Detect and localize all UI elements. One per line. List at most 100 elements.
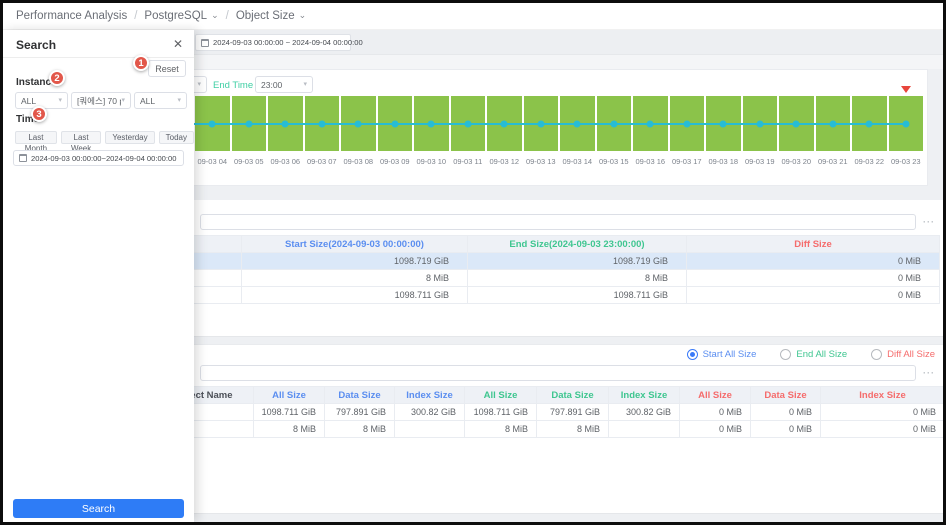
chart-bar[interactable] xyxy=(377,96,412,151)
calendar-icon xyxy=(19,154,27,162)
column-header-start-data-size: Data Size xyxy=(324,386,395,404)
chart-bar[interactable] xyxy=(414,96,449,151)
axis-label: 09-03 07 xyxy=(306,157,337,166)
column-header-start-all-size: All Size xyxy=(253,386,325,404)
chart-bar[interactable] xyxy=(888,96,923,151)
instance-select-3[interactable]: ALL ▾ xyxy=(134,92,187,109)
time-preset-group: Last Month Last Week Yesterday Today xyxy=(15,131,194,153)
time-preset-button[interactable]: Today xyxy=(158,131,194,144)
breadcrumb-separator: / xyxy=(225,10,229,22)
selection-marker-icon xyxy=(901,86,911,93)
column-header-end-index-size: Index Size xyxy=(608,386,680,404)
column-header-start-index-size: Index Size xyxy=(394,386,465,404)
breadcrumb-item-object-size[interactable]: Object Size ⌄ xyxy=(235,9,307,22)
instance-select-2[interactable]: [쿼에스] 70 pg ... ▾ xyxy=(71,92,131,109)
breadcrumb: Performance Analysis / PostgreSQL ⌄ / Ob… xyxy=(3,3,943,30)
breadcrumb-item-postgresql[interactable]: PostgreSQL ⌄ xyxy=(144,9,219,22)
step-badge-3: 3 xyxy=(31,106,47,122)
chart-bar[interactable] xyxy=(706,96,741,151)
column-header-diff-all-size: All Size xyxy=(679,386,751,404)
axis-label: 09-03 05 xyxy=(233,157,264,166)
chart-bar[interactable] xyxy=(231,96,266,151)
axis-label: 09-03 10 xyxy=(416,157,447,166)
calendar-icon xyxy=(201,38,209,47)
axis-label: 09-03 08 xyxy=(343,157,374,166)
axis-label: 09-03 20 xyxy=(781,157,812,166)
axis-label: 09-03 19 xyxy=(744,157,775,166)
chart-bar[interactable] xyxy=(341,96,376,151)
step-badge-2: 2 xyxy=(49,70,65,86)
axis-label: 09-03 18 xyxy=(708,157,739,166)
axis-label: 09-03 11 xyxy=(453,157,483,166)
bottom-strip xyxy=(3,513,943,522)
radio-diff-all-size[interactable]: Diff All Size xyxy=(871,349,935,360)
axis-label: 09-03 12 xyxy=(489,157,520,166)
step-badge-1: 1 xyxy=(133,55,149,71)
time-range-value: 2024-09-03 00:00:00~2024-09-04 00:00:00 xyxy=(31,153,177,163)
toolbar-sub-band xyxy=(3,54,943,69)
chart-bar[interactable] xyxy=(268,96,303,151)
time-range-input[interactable]: 2024-09-03 00:00:00~2024-09-04 00:00:00 xyxy=(13,150,184,166)
search-panel-header: Search ✕ xyxy=(3,30,194,58)
chevron-down-icon: ▾ xyxy=(197,81,201,88)
detail-filter-input[interactable] xyxy=(200,365,916,381)
axis-label: 09-03 15 xyxy=(598,157,629,166)
detail-table: Object Name All Size Data Size Index Siz… xyxy=(8,386,943,438)
column-header-diff-size: Diff Size xyxy=(686,235,940,253)
column-header-end-data-size: Data Size xyxy=(536,386,609,404)
close-icon[interactable]: ✕ xyxy=(172,37,183,51)
end-time-select[interactable]: 23:00 ▾ xyxy=(255,76,313,93)
axis-label: 09-03 14 xyxy=(562,157,593,166)
breadcrumb-separator: / xyxy=(134,10,138,22)
end-time-value: 23:00 xyxy=(261,79,283,90)
section-divider xyxy=(3,336,943,345)
radio-icon xyxy=(686,349,698,360)
radio-icon xyxy=(780,349,792,360)
global-date-range[interactable]: 2024-09-03 00:00:00 ~ 2024-09-04 00:00:0… xyxy=(195,34,363,51)
chevron-down-icon: ▾ xyxy=(58,97,62,104)
axis-label: 09-03 09 xyxy=(379,157,410,166)
end-time-label: End Time xyxy=(213,80,254,91)
chart-bar[interactable] xyxy=(450,96,485,151)
global-date-range-value: 2024-09-03 00:00:00 ~ 2024-09-04 00:00:0… xyxy=(213,38,363,47)
search-button[interactable]: Search xyxy=(13,499,184,518)
chevron-down-icon: ⌄ xyxy=(211,9,219,20)
panel-title: Search xyxy=(16,38,57,52)
time-preset-button[interactable]: Last Month xyxy=(15,131,57,153)
summary-more-button[interactable]: ··· xyxy=(923,217,935,227)
reset-button[interactable]: Reset xyxy=(148,60,186,77)
chevron-down-icon: ▾ xyxy=(177,97,181,104)
column-header-end-all-size: All Size xyxy=(464,386,537,404)
breadcrumb-item-performance-analysis[interactable]: Performance Analysis xyxy=(16,10,128,22)
radio-end-all-size[interactable]: End All Size xyxy=(780,349,847,360)
chart-bar[interactable] xyxy=(669,96,704,151)
chart-bar[interactable] xyxy=(195,96,230,151)
chart-bar[interactable] xyxy=(487,96,522,151)
chart-bar[interactable] xyxy=(742,96,777,151)
axis-label: 09-03 16 xyxy=(635,157,666,166)
axis-label: 09-03 13 xyxy=(525,157,556,166)
column-header-start-size: Start Size(2024-09-03 00:00:00) xyxy=(241,235,468,253)
chart-bar[interactable] xyxy=(852,96,887,151)
time-preset-button[interactable]: Last Week xyxy=(60,131,102,153)
chevron-down-icon: ▾ xyxy=(303,81,307,88)
chart-bar[interactable] xyxy=(633,96,668,151)
chevron-down-icon: ⌄ xyxy=(298,9,307,20)
chart-bar[interactable] xyxy=(596,96,631,151)
column-header-diff-index-size: Index Size xyxy=(820,386,943,404)
axis-label: 09-03 06 xyxy=(270,157,301,166)
chart-bar[interactable] xyxy=(523,96,558,151)
radio-icon xyxy=(871,349,883,360)
summary-filter-input[interactable] xyxy=(200,214,916,230)
chart-bar[interactable] xyxy=(815,96,850,151)
chart-bar[interactable] xyxy=(779,96,814,151)
axis-label: 09-03 21 xyxy=(817,157,848,166)
detail-more-button[interactable]: ··· xyxy=(923,368,935,378)
axis-label: 09-03 23 xyxy=(890,157,921,166)
time-preset-button[interactable]: Yesterday xyxy=(105,131,155,144)
radio-start-all-size[interactable]: Start All Size xyxy=(686,349,756,360)
chart-bar[interactable] xyxy=(304,96,339,151)
search-panel: Search ✕ 1 Reset Instance* 2 ALL ▾ [쿼에스]… xyxy=(3,30,194,522)
chart-bar[interactable] xyxy=(560,96,595,151)
